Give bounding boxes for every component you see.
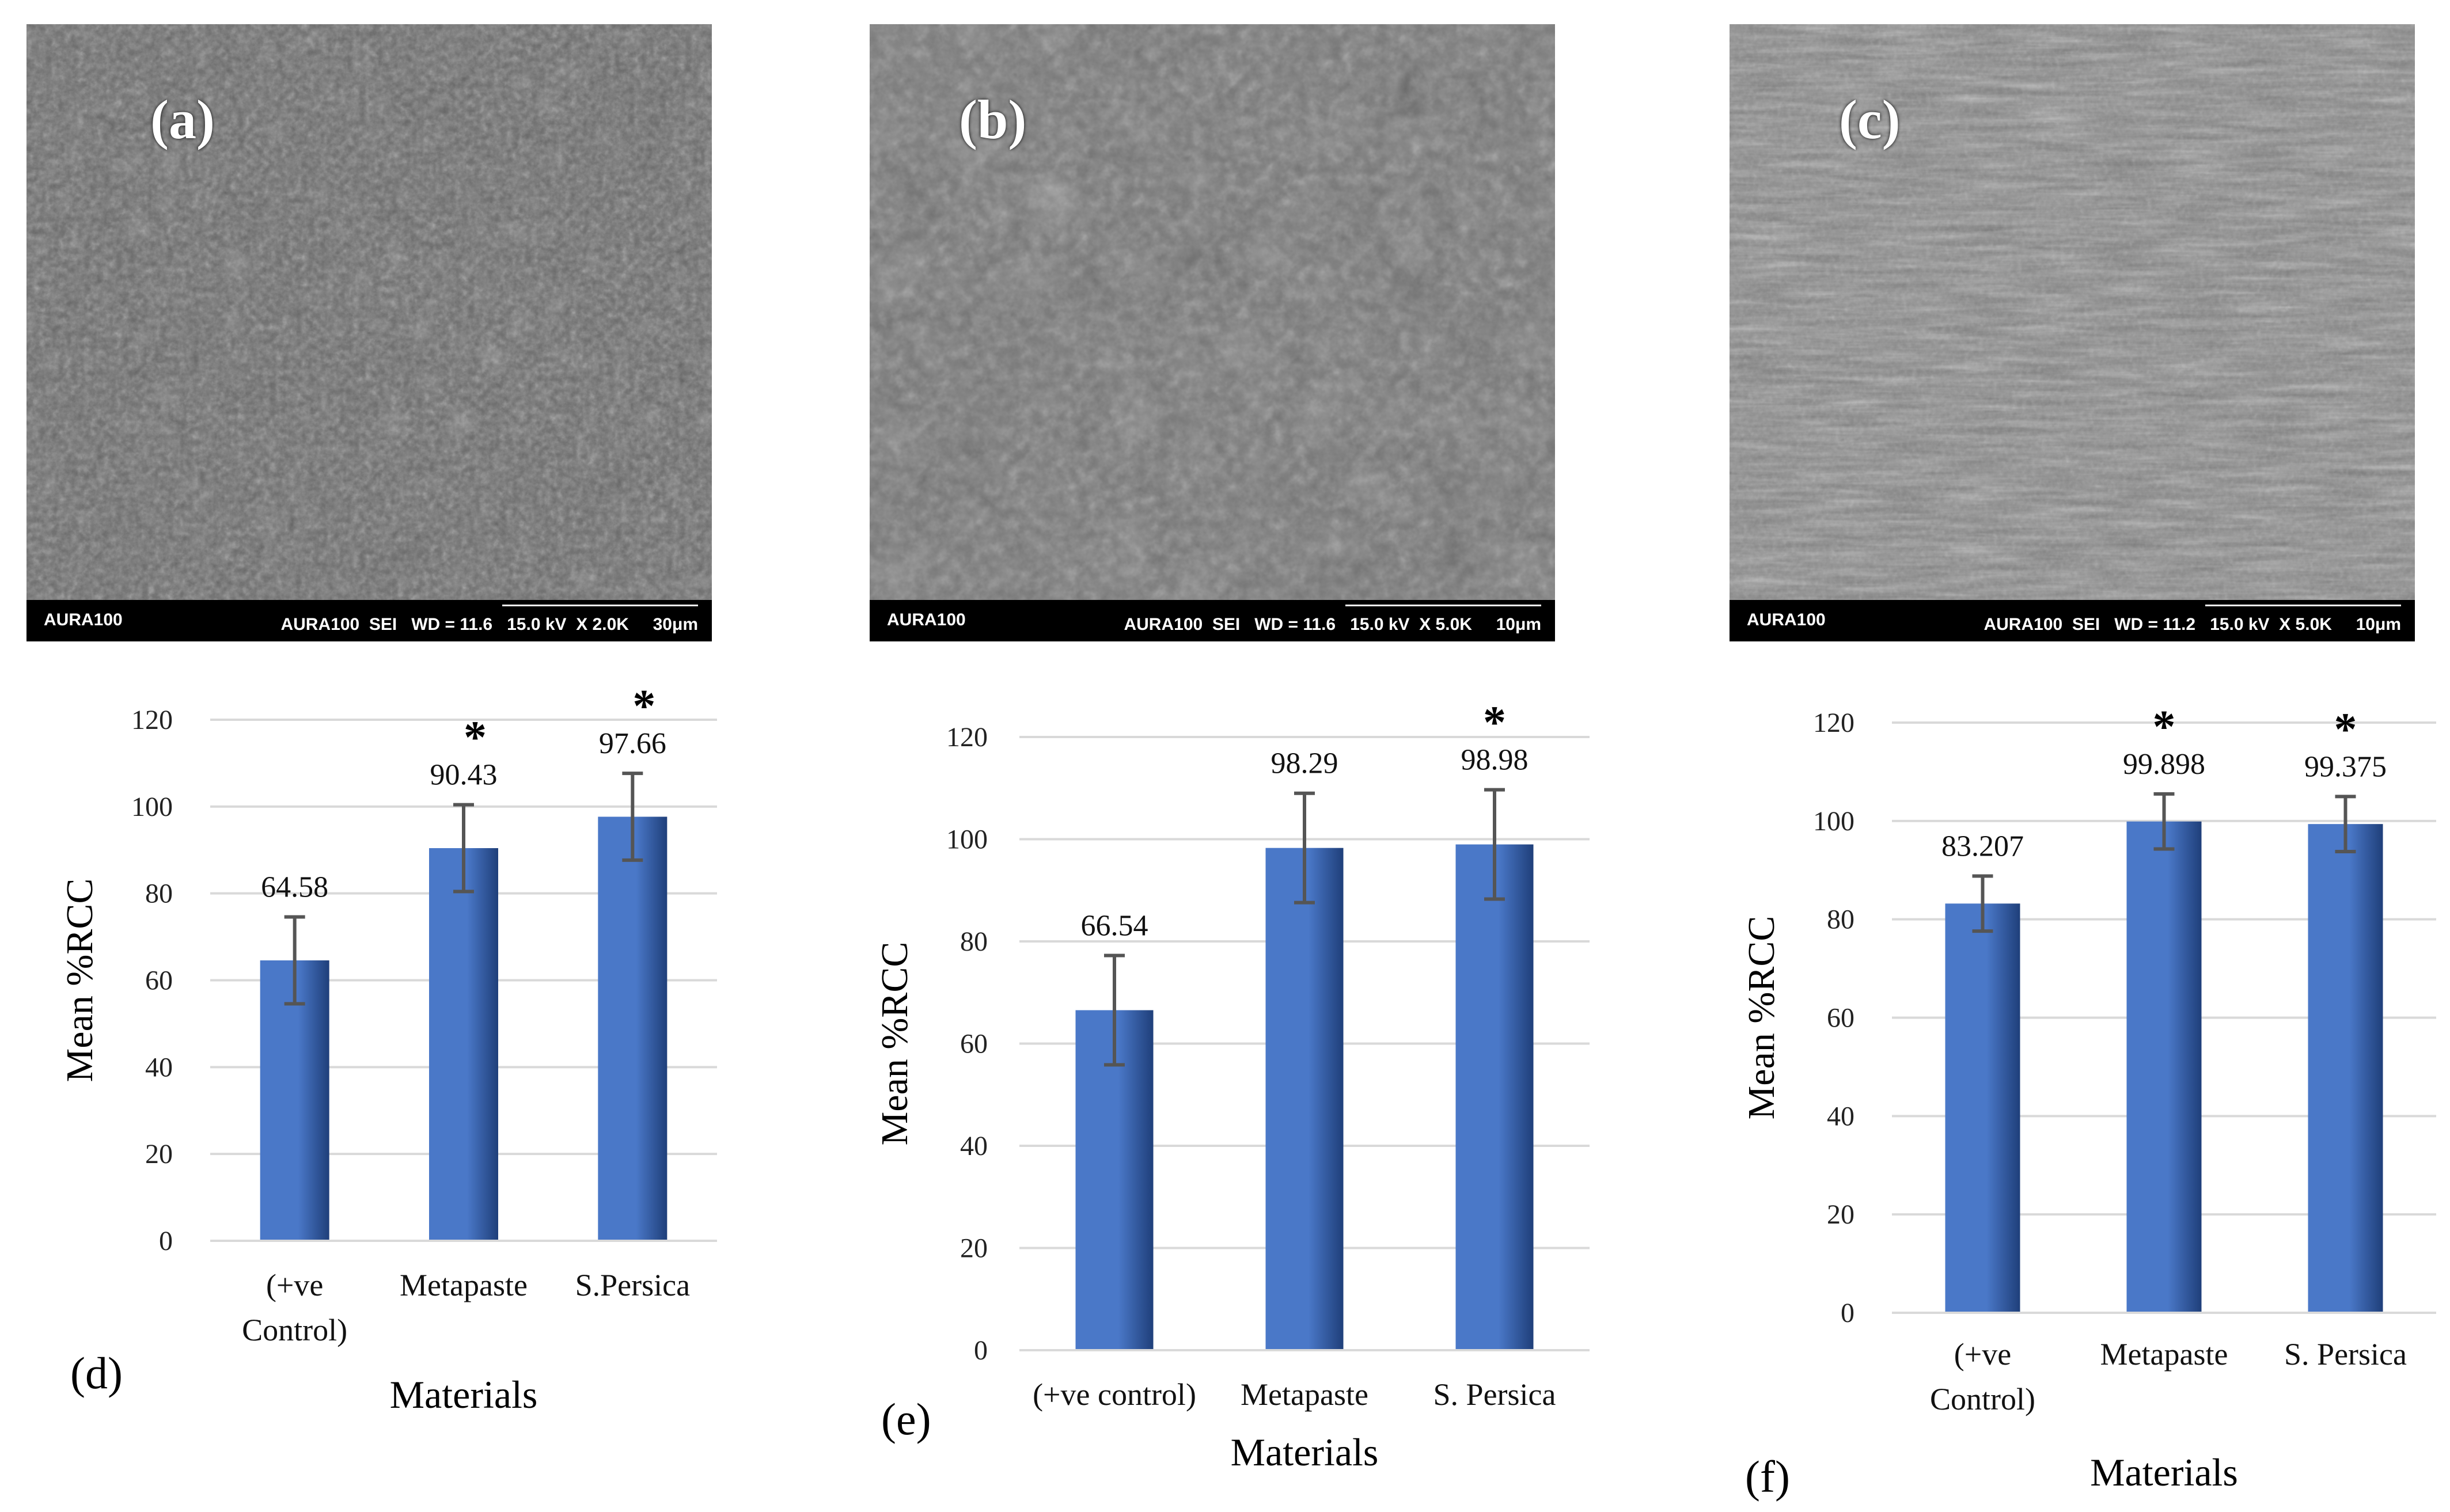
sem-parameters-c: AURA100 SEI WD = 11.2 15.0 kV X 5.0K 10μ… <box>1983 615 2401 634</box>
bar <box>2126 821 2202 1313</box>
x-tick-label: Metapaste <box>400 1268 528 1302</box>
y-tick-label: 20 <box>960 1233 988 1264</box>
scale-bar-a <box>502 605 698 606</box>
bar <box>2308 824 2383 1313</box>
data-label: 83.207 <box>1941 830 2024 863</box>
y-axis-label: Mean %RCC <box>1740 916 1782 1120</box>
data-label: 66.54 <box>1081 909 1148 942</box>
scale-bar-b <box>1345 605 1541 606</box>
y-tick-label: 80 <box>145 879 173 909</box>
bar <box>429 848 498 1241</box>
y-tick-label: 0 <box>1841 1298 1854 1328</box>
data-label: 99.898 <box>2123 748 2205 781</box>
panel-label-d: (d) <box>70 1348 123 1398</box>
y-tick-label: 40 <box>145 1052 173 1082</box>
sem-instrument-b: AURA100 <box>887 610 966 629</box>
sem-instrument-c: AURA100 <box>1747 610 1826 629</box>
x-axis-label: Materials <box>2090 1450 2238 1494</box>
bar <box>1075 1010 1154 1350</box>
y-tick-label: 60 <box>960 1029 988 1059</box>
x-tick-label: Control) <box>1930 1382 2035 1416</box>
significance-marker: * <box>632 681 655 732</box>
y-tick-label: 100 <box>946 825 988 855</box>
panel-label-a: (a) <box>150 89 215 150</box>
y-tick-label: 80 <box>1827 905 1854 935</box>
sem-parameters-b: AURA100 SEI WD = 11.6 15.0 kV X 5.0K 10μ… <box>1124 615 1541 634</box>
sem-texture-c <box>1730 24 2415 600</box>
sem-parameters-a: AURA100 SEI WD = 11.6 15.0 kV X 2.0K 30μ… <box>280 615 698 634</box>
sem-image-c: (c) AURA100 AURA100 SEI WD = 11.2 15.0 k… <box>1730 24 2415 641</box>
y-tick-label: 40 <box>1827 1101 1854 1131</box>
x-tick-label: S.Persica <box>575 1268 691 1302</box>
y-tick-label: 40 <box>960 1131 988 1161</box>
significance-marker: * <box>2153 702 2176 753</box>
y-tick-label: 120 <box>946 722 988 753</box>
panel-label-f: (f) <box>1745 1452 1790 1502</box>
bar-chart-e: 0 20 40 60 80 100 120 Mean %RCC 66.54 (+ve contro… <box>841 674 1659 1509</box>
y-tick-label: 60 <box>145 966 173 996</box>
sem-info-bar-b: AURA100 AURA100 SEI WD = 11.6 15.0 kV X … <box>870 600 1555 641</box>
bar-chart-f: 0 20 40 60 80 100 120 Mean %RCC 83.207 (+ve Contro… <box>1693 674 2450 1509</box>
sem-info-bar-a: AURA100 AURA100 SEI WD = 11.6 15.0 kV X … <box>26 600 712 641</box>
bar-chart-f-svg: 0 20 40 60 80 100 120 Mean %RCC 83.207 (+ve Contro… <box>1740 702 2436 1494</box>
y-tick-label: 0 <box>974 1335 988 1366</box>
data-label: 99.375 <box>2304 750 2387 783</box>
y-tick-label: 60 <box>1827 1003 1854 1034</box>
bar-chart-d-svg: 0 20 40 60 80 100 120 Mean %RCC 64.58 (+ve Control… <box>59 681 717 1416</box>
sem-info-bar-c: AURA100 AURA100 SEI WD = 11.2 15.0 kV X … <box>1730 600 2415 641</box>
x-axis-label: Materials <box>1231 1430 1379 1474</box>
data-label: 64.58 <box>261 871 328 904</box>
x-tick-label: (+ve control) <box>1033 1377 1196 1412</box>
x-tick-label: Metapaste <box>1241 1377 1368 1412</box>
bar <box>1455 844 1534 1350</box>
data-label: 97.66 <box>599 727 666 760</box>
bar <box>1945 903 2020 1313</box>
x-tick-label: (+ve <box>266 1268 323 1302</box>
significance-marker: * <box>1483 698 1506 749</box>
x-axis-label: Materials <box>390 1373 538 1416</box>
bar <box>598 816 668 1241</box>
y-tick-label: 80 <box>960 926 988 957</box>
data-label: 90.43 <box>430 759 498 792</box>
scale-bar-c <box>2205 605 2401 606</box>
x-tick-label: (+ve <box>1954 1337 2011 1372</box>
y-axis-label: Mean %RCC <box>874 942 916 1146</box>
sem-image-a: (a) AURA100 AURA100 SEI WD = 11.6 15.0 k… <box>26 24 712 641</box>
y-tick-label: 20 <box>145 1139 173 1169</box>
x-tick-label: Control) <box>242 1313 347 1347</box>
panel-label-b: (b) <box>959 89 1027 150</box>
y-tick-label: 120 <box>1813 708 1854 738</box>
data-label: 98.98 <box>1461 744 1529 777</box>
sem-instrument-a: AURA100 <box>44 610 123 629</box>
y-tick-label: 100 <box>1813 806 1854 837</box>
x-tick-label: S. Persica <box>2284 1337 2407 1372</box>
y-tick-label: 0 <box>159 1226 173 1256</box>
y-tick-label: 20 <box>1827 1199 1854 1230</box>
sem-texture-b <box>870 24 1555 600</box>
y-tick-label: 120 <box>131 705 173 735</box>
bar <box>260 960 329 1241</box>
significance-marker: * <box>464 713 487 763</box>
bar-chart-e-svg: 0 20 40 60 80 100 120 Mean %RCC 66.54 (+ve contro… <box>874 698 1590 1474</box>
bar-chart-d: 0 20 40 60 80 100 120 Mean %RCC 64.58 (+ve Control… <box>0 674 818 1509</box>
x-tick-label: Metapaste <box>2100 1337 2228 1372</box>
significance-marker: * <box>2334 704 2357 755</box>
x-tick-label: S. Persica <box>1433 1377 1556 1412</box>
panel-label-e: (e) <box>881 1394 931 1444</box>
y-axis-label: Mean %RCC <box>59 879 101 1082</box>
sem-texture-a <box>26 24 712 600</box>
sem-image-b: (b) AURA100 AURA100 SEI WD = 11.6 15.0 k… <box>870 24 1555 641</box>
bar <box>1265 848 1344 1350</box>
data-label: 98.29 <box>1271 747 1338 780</box>
y-tick-label: 100 <box>131 792 173 822</box>
panel-label-c: (c) <box>1839 89 1901 150</box>
